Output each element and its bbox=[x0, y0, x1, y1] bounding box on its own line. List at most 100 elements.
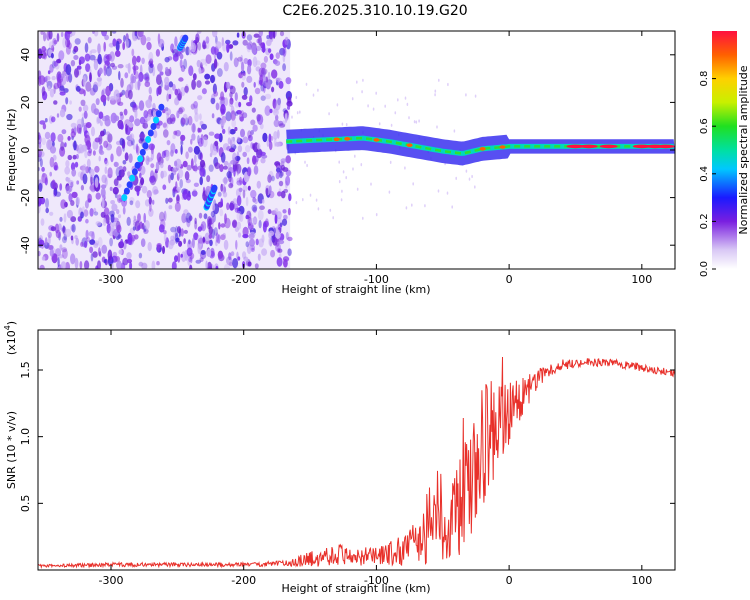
noise-blob bbox=[95, 221, 102, 226]
noise-blob bbox=[191, 42, 197, 53]
noise-blob bbox=[96, 77, 103, 82]
noise-blob bbox=[246, 75, 253, 83]
noise-blob bbox=[86, 158, 91, 168]
noise-blob bbox=[163, 233, 167, 242]
streak-mark bbox=[211, 184, 218, 192]
faint-speck bbox=[388, 190, 391, 194]
noise-blob bbox=[89, 168, 95, 178]
noise-blob bbox=[179, 178, 183, 189]
faint-speck bbox=[378, 122, 381, 126]
noise-blob bbox=[280, 158, 287, 163]
noise-blob bbox=[101, 197, 105, 209]
noise-blob bbox=[139, 116, 146, 125]
noise-blob bbox=[134, 234, 139, 240]
noise-blob bbox=[253, 158, 258, 166]
noise-blob bbox=[80, 184, 84, 191]
noise-blob bbox=[92, 31, 95, 34]
noise-blob bbox=[93, 211, 99, 216]
noise-blob bbox=[219, 119, 226, 127]
noise-blob bbox=[271, 69, 278, 79]
noise-blob bbox=[135, 145, 140, 156]
noise-blob bbox=[274, 207, 279, 214]
noise-blob bbox=[148, 86, 152, 95]
noise-blob bbox=[232, 220, 237, 228]
noise-blob bbox=[278, 248, 283, 253]
noise-blob bbox=[60, 141, 65, 151]
noise-blob bbox=[287, 236, 293, 242]
noise-blob bbox=[41, 166, 45, 172]
signal-peak bbox=[499, 145, 506, 149]
noise-blob bbox=[206, 216, 212, 227]
noise-blob bbox=[57, 223, 62, 231]
noise-blob bbox=[275, 167, 281, 173]
noise-blob bbox=[207, 261, 212, 269]
signal-peak bbox=[579, 144, 598, 149]
noise-blob bbox=[226, 42, 230, 53]
noise-blob bbox=[70, 253, 76, 265]
faint-speck bbox=[412, 182, 415, 186]
faint-speck bbox=[361, 90, 363, 94]
noise-blob bbox=[57, 78, 62, 89]
noise-blob bbox=[185, 151, 189, 159]
noise-blob bbox=[217, 250, 224, 259]
noise-blob bbox=[103, 140, 109, 148]
faint-speck bbox=[305, 82, 308, 86]
noise-blob bbox=[239, 212, 244, 223]
noise-blob bbox=[49, 156, 55, 168]
noise-blob bbox=[67, 136, 71, 141]
spectrogram-heatmap bbox=[38, 31, 675, 269]
noise-blob bbox=[62, 248, 68, 259]
noise-blob bbox=[246, 166, 252, 177]
noise-blob bbox=[118, 70, 121, 81]
faint-speck bbox=[296, 111, 299, 115]
noise-blob bbox=[274, 60, 281, 66]
noise-blob bbox=[132, 226, 136, 231]
noise-blob bbox=[184, 85, 189, 93]
faint-speck bbox=[317, 88, 319, 92]
noise-blob bbox=[57, 257, 60, 268]
noise-blob bbox=[56, 113, 60, 118]
faint-speck bbox=[455, 176, 458, 180]
noise-blob bbox=[234, 126, 238, 132]
noise-blob bbox=[143, 110, 149, 119]
noise-blob bbox=[153, 170, 158, 182]
noise-blob bbox=[268, 133, 272, 143]
colorbar-tick-label: 0.8 bbox=[699, 71, 710, 87]
noise-blob bbox=[265, 76, 269, 83]
noise-blob bbox=[185, 178, 191, 184]
noise-blob bbox=[148, 51, 154, 63]
noise-blob bbox=[178, 91, 183, 97]
noise-blob bbox=[274, 141, 281, 147]
noise-blob bbox=[152, 130, 158, 139]
noise-blob bbox=[194, 112, 199, 123]
noise-blob bbox=[50, 116, 56, 123]
noise-blob bbox=[160, 79, 163, 88]
noise-blob bbox=[208, 164, 214, 172]
noise-blob bbox=[220, 106, 224, 117]
noise-blob bbox=[199, 176, 203, 186]
noise-blob bbox=[269, 108, 273, 114]
noise-blob bbox=[96, 116, 100, 125]
noise-blob bbox=[138, 71, 144, 83]
noise-blob bbox=[43, 52, 47, 60]
noise-blob bbox=[242, 39, 248, 46]
noise-blob bbox=[90, 49, 97, 54]
noise-blob bbox=[137, 79, 141, 91]
noise-blob bbox=[242, 185, 248, 192]
noise-blob bbox=[235, 161, 239, 172]
noise-blob bbox=[161, 170, 168, 178]
noise-blob bbox=[205, 54, 212, 64]
noise-blob bbox=[64, 142, 67, 148]
noise-blob bbox=[225, 81, 231, 90]
noise-blob bbox=[278, 123, 286, 128]
noise-blob bbox=[74, 161, 79, 168]
noise-blob bbox=[183, 58, 188, 70]
noise-blob bbox=[85, 218, 89, 224]
faint-speck bbox=[329, 208, 332, 212]
noise-blob bbox=[252, 217, 258, 224]
noise-blob bbox=[187, 256, 191, 266]
noise-blob bbox=[53, 39, 58, 45]
noise-blob bbox=[198, 67, 202, 75]
noise-blob bbox=[212, 31, 218, 38]
